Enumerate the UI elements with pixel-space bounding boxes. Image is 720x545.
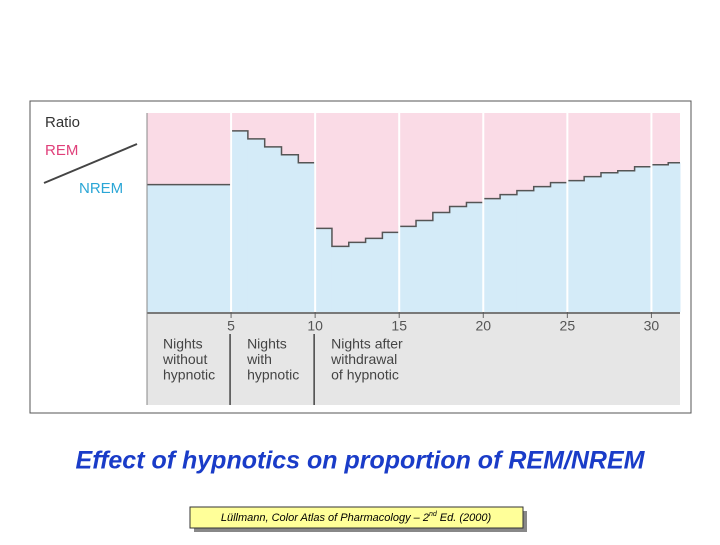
lower-segment [315,228,333,312]
lower-segment [365,238,383,312]
lower-segment [634,166,652,312]
lower-segment [651,164,669,312]
lower-segment [348,242,367,312]
caption: Effect of hypnotics on proportion of REM… [76,447,646,475]
upper-label: REM [45,142,78,159]
lower-segment [416,220,434,312]
phase-label: without [162,351,207,367]
lower-segment [214,184,232,312]
phase-label: hypnotic [247,367,299,383]
phase-label: withdrawal [330,351,397,367]
source-text: Lüllmann, Color Atlas of Pharmacology – … [221,512,429,524]
phase-label: hypnotic [163,367,215,383]
x-tick-label: 15 [391,318,407,334]
lower-segment [600,172,619,312]
lower-segment [483,198,501,312]
x-tick-label: 25 [560,318,576,334]
phase-label: Nights after [331,336,403,352]
lower-segment [382,232,400,312]
axis-label: Ratio [45,114,80,131]
lower-segment [163,184,182,312]
x-tick-label: 5 [227,318,235,334]
source: Lüllmann, Color Atlas of Pharmacology – … [221,511,492,524]
x-tick-label: 20 [475,318,491,334]
lower-segment [550,182,568,312]
lower-label: NREM [79,180,123,197]
phase-label: Nights [247,336,287,352]
lower-segment [466,202,484,312]
lower-segment [180,184,198,312]
lower-segment [331,246,350,312]
lower-segment [399,226,417,312]
step-line [147,130,680,248]
plot: 5 10 15 20 25 30NightswithouthypnoticNightswi… [146,113,681,405]
lower-segment [500,194,518,312]
lower-segment [197,184,215,312]
x-tick-label: 10 [307,318,323,334]
lower-segment [231,130,249,312]
source-text: Ed. (2000) [437,512,492,524]
source-box [189,506,524,529]
lower-segment [516,190,535,312]
lower-segment [584,176,602,312]
lower-segment [147,184,165,312]
lower-segment [432,212,451,312]
lower-segment [567,180,585,312]
lower-segment [247,138,266,312]
phase-label: of hypnotic [331,367,399,383]
lower-panel [147,312,680,405]
source-sup: nd [429,511,438,518]
lower-segment [449,206,467,312]
phase-label: Nights [163,336,203,352]
lower-segment [281,154,299,312]
x-tick-label: 30 [644,318,660,334]
lower-segment [617,170,636,312]
lower-segment [533,186,552,312]
lower-segment [298,162,316,312]
phase-label: with [246,351,272,367]
ratio-diagonal [43,143,138,184]
lower-segment [264,146,283,312]
lower-segment [668,162,681,312]
